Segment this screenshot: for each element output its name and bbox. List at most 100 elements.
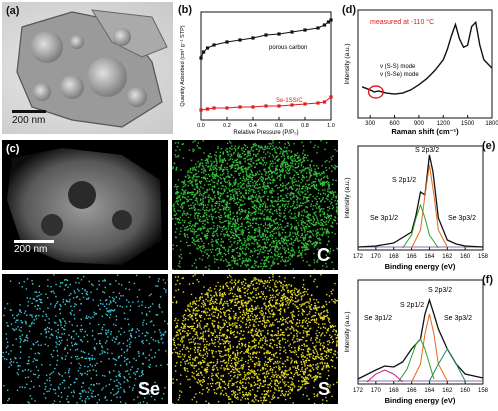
map-dot [197,215,198,216]
map-dot [226,394,227,395]
map-dot [189,305,190,306]
map-dot [66,398,67,399]
map-dot [327,214,328,215]
scalebar-a [12,110,46,113]
map-dot [292,162,293,163]
map-dot [22,334,23,335]
map-dot [297,372,298,373]
map-dot [259,232,260,233]
map-dot [241,357,242,358]
map-dot [279,201,280,202]
map-dot [85,317,86,318]
map-dot [215,241,216,242]
map-dot [104,306,105,307]
panel-c-label: (c) [6,143,19,155]
map-dot [107,349,108,350]
map-dot [52,356,53,357]
map-dot [323,208,324,209]
map-dot [286,240,287,241]
map-dot [184,234,185,235]
map-dot [51,373,52,374]
map-dot [244,295,245,296]
map-dot [219,177,220,178]
map-dot [322,229,323,230]
map-dot [240,254,241,255]
map-dot [309,237,310,238]
map-dot [269,357,270,358]
map-dot [234,316,235,317]
map-dot [178,222,179,223]
map-dot [52,335,53,336]
map-dot [179,219,180,220]
map-dot [316,232,317,233]
map-dot [57,360,58,361]
map-dot [295,234,296,235]
map-dot [240,290,241,291]
map-dot [336,150,337,151]
map-dot [156,365,157,366]
map-dot [129,289,130,290]
map-dot [240,167,241,168]
map-dot [334,149,335,150]
map-dot [304,230,305,231]
map-dot [163,335,164,336]
map-dot [235,149,236,150]
map-dot [301,229,302,230]
map-dot [138,353,139,354]
map-dot [299,214,300,215]
map-dot [158,278,159,279]
map-dot [116,338,117,339]
map-dot [118,283,119,284]
map-dot [35,306,36,307]
map-dot [285,321,286,322]
map-dot [285,165,286,166]
map-dot [285,232,286,233]
map-dot [249,325,250,326]
map-dot [106,340,107,341]
map-dot [285,261,286,262]
map-dot [201,336,202,337]
map-dot [274,284,275,285]
map-dot [291,151,292,152]
map-dot [35,359,36,360]
map-dot [242,248,243,249]
chart-b-xtick-label: 1.0 [327,123,335,129]
map-dot [184,193,185,194]
map-dot [329,192,330,193]
map-dot [111,309,112,310]
map-s-dots [172,274,338,404]
map-dot [327,188,328,189]
map-dot [252,195,253,196]
map-dot [262,211,263,212]
map-dot [301,257,302,258]
map-dot [225,169,226,170]
map-dot [194,263,195,264]
map-dot [60,342,61,343]
map-dot [122,295,123,296]
map-dot [207,204,208,205]
map-dot [263,214,264,215]
map-dot [316,236,317,237]
map-dot [205,160,206,161]
map-dot [100,343,101,344]
map-dot [249,378,250,379]
map-dot [275,170,276,171]
map-dot [303,244,304,245]
map-dot [309,222,310,223]
map-dot [309,349,310,350]
chart-b-point [251,36,254,39]
map-dot [7,325,8,326]
map-dot [336,206,337,207]
map-dot [275,185,276,186]
map-dot [226,265,227,266]
map-dot [233,259,234,260]
map-dot [264,242,265,243]
map-dot [212,233,213,234]
map-dot [231,257,232,258]
map-dot [142,324,143,325]
map-dot [197,223,198,224]
map-dot [335,166,336,167]
map-dot [255,236,256,237]
map-dot [204,358,205,359]
map-dot [219,337,220,338]
